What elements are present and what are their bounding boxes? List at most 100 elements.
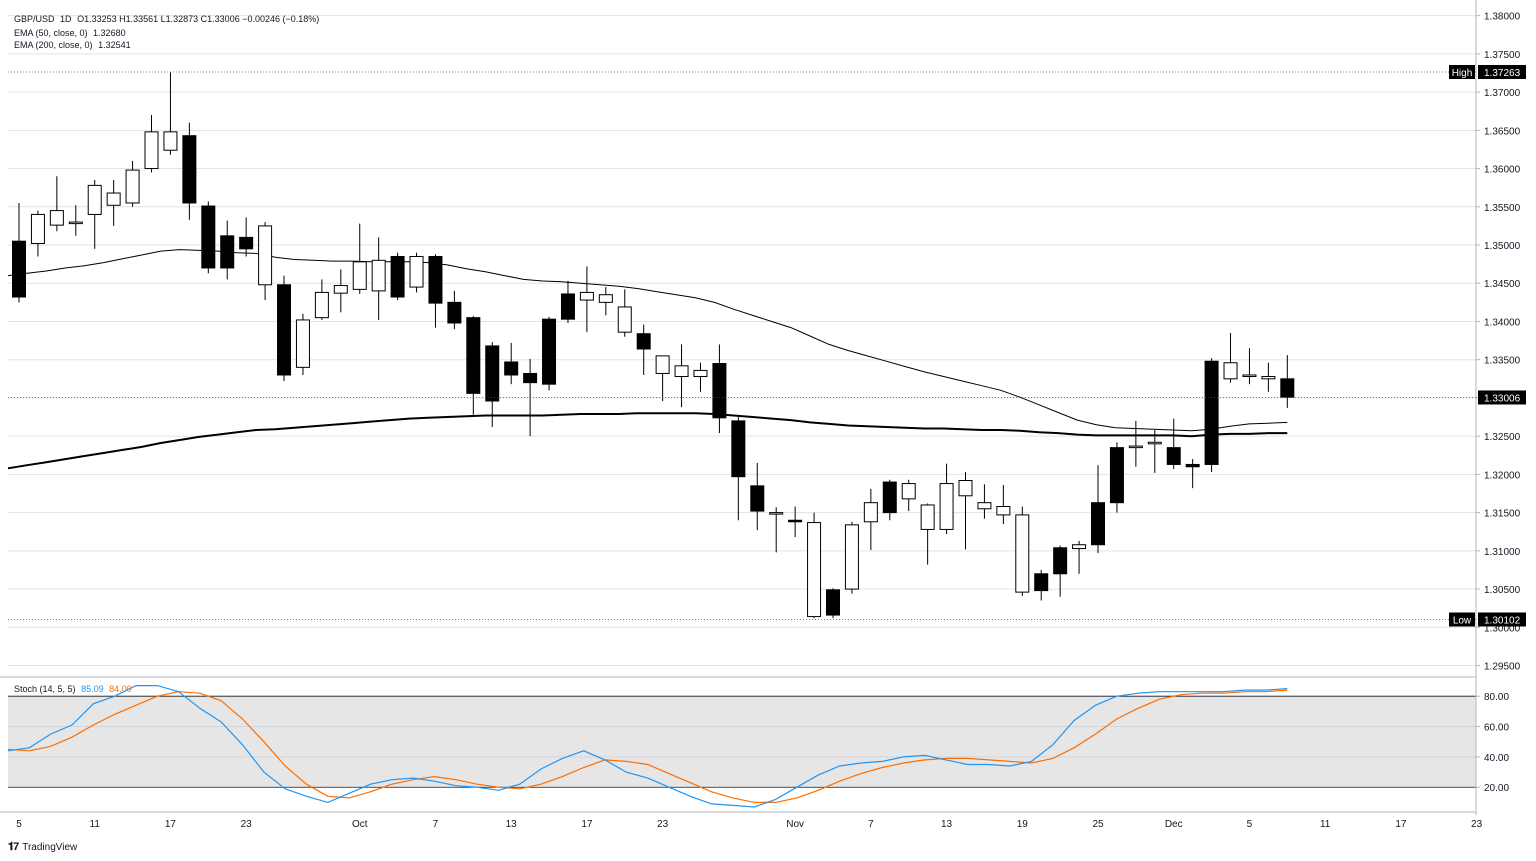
last-price-bg xyxy=(1478,390,1526,405)
candle xyxy=(1166,418,1181,470)
candle xyxy=(882,479,897,521)
candle xyxy=(598,287,613,316)
time-tick-label: 7 xyxy=(433,819,439,830)
ema200-legend: EMA (200, close, 0) 1.32541 xyxy=(14,40,134,50)
candle-body xyxy=(182,135,197,204)
candle xyxy=(1072,540,1087,574)
candle-body xyxy=(68,221,83,225)
candle-body xyxy=(542,318,557,385)
candle-body xyxy=(144,131,159,170)
candle-body xyxy=(1015,514,1030,593)
low-value-bg xyxy=(1478,612,1526,627)
time-tick-label: 17 xyxy=(165,819,177,830)
price-tick-label: 1.34500 xyxy=(1484,279,1521,290)
candle xyxy=(258,222,273,301)
candle xyxy=(201,201,216,274)
candle xyxy=(1128,420,1143,467)
candle xyxy=(674,344,689,408)
candle-body xyxy=(807,522,822,618)
candle-body xyxy=(466,317,481,394)
candle-body xyxy=(674,365,689,378)
tradingview-logo-icon: 𝟏7 xyxy=(8,841,19,853)
candle xyxy=(409,252,424,293)
candle xyxy=(1015,506,1030,596)
candle xyxy=(807,512,822,619)
time-tick-label: 23 xyxy=(241,819,253,830)
candle xyxy=(352,223,367,294)
price-tick-label: 1.32500 xyxy=(1484,432,1521,443)
price-tick-label: 1.38000 xyxy=(1484,12,1521,23)
candle-body xyxy=(409,255,424,288)
candle-body xyxy=(1053,547,1068,575)
candle xyxy=(1261,362,1276,392)
candle-body xyxy=(769,512,784,515)
candle xyxy=(712,344,727,434)
candle xyxy=(1223,332,1238,383)
stoch-band xyxy=(8,696,1476,788)
candle xyxy=(182,122,197,220)
time-tick-label: 13 xyxy=(506,819,518,830)
low-value: 1.30102 xyxy=(1484,616,1521,627)
candle-body xyxy=(485,345,500,402)
stoch-tick-label: 80.00 xyxy=(1484,692,1509,703)
candle-body xyxy=(1109,447,1124,504)
candle xyxy=(314,279,329,320)
candle-body xyxy=(598,294,613,303)
candle-body xyxy=(1128,445,1143,449)
candle-body xyxy=(1185,463,1200,468)
candle xyxy=(1147,430,1162,473)
price-tick-label: 1.29500 xyxy=(1484,662,1521,673)
time-tick-label: 25 xyxy=(1092,819,1104,830)
candle-body xyxy=(1091,502,1106,546)
time-tick-label: 17 xyxy=(581,819,593,830)
price-tick-label: 1.37500 xyxy=(1484,50,1521,61)
time-tick-label: Oct xyxy=(352,819,368,830)
low-label: Low xyxy=(1453,616,1472,627)
candle xyxy=(1242,348,1257,385)
candle xyxy=(617,289,632,337)
high-label-bg xyxy=(1449,64,1475,79)
candle-body xyxy=(523,372,538,384)
candle xyxy=(996,485,1011,525)
price-tick-label: 1.35500 xyxy=(1484,203,1521,214)
candle-body xyxy=(636,333,651,350)
time-tick-label: 5 xyxy=(1247,819,1253,830)
candle-body xyxy=(825,589,840,616)
candle xyxy=(466,316,481,415)
candle xyxy=(239,217,254,257)
candle-body xyxy=(712,363,727,419)
candle-body xyxy=(504,361,519,376)
high-value: 1.37263 xyxy=(1484,68,1521,79)
candle-body xyxy=(958,480,973,497)
candle xyxy=(958,472,973,550)
ema50-value: 1.32680 xyxy=(93,28,126,38)
candle-body xyxy=(1166,447,1181,465)
tradingview-logo[interactable]: 𝟏7 TradingView xyxy=(8,841,77,854)
candle xyxy=(277,275,292,382)
stoch-k-line xyxy=(7,685,1288,808)
candle xyxy=(863,488,878,551)
price-tick-label: 1.31500 xyxy=(1484,509,1521,520)
candle-body xyxy=(277,284,292,376)
candle-body xyxy=(1280,378,1295,398)
candle-body xyxy=(447,301,462,324)
ema200-path xyxy=(7,412,1288,470)
candle xyxy=(49,176,64,232)
time-tick-label: 19 xyxy=(1017,819,1029,830)
candle xyxy=(1053,545,1068,597)
ohlc-legend: GBP/USD 1D O1.33253 H1.33561 L1.32873 C1… xyxy=(14,14,322,24)
candle-body xyxy=(1223,362,1238,380)
candle xyxy=(750,462,765,531)
candle-body xyxy=(996,506,1011,516)
candle-body xyxy=(1261,376,1276,380)
candle xyxy=(901,479,916,512)
candle xyxy=(30,210,45,257)
candle xyxy=(106,180,121,226)
candle xyxy=(977,484,992,519)
price-tick-label: 1.31000 xyxy=(1484,547,1521,558)
candle-body xyxy=(655,355,670,374)
candle xyxy=(939,463,954,535)
candle-body xyxy=(731,420,746,478)
price-tick-label: 1.35000 xyxy=(1484,241,1521,252)
